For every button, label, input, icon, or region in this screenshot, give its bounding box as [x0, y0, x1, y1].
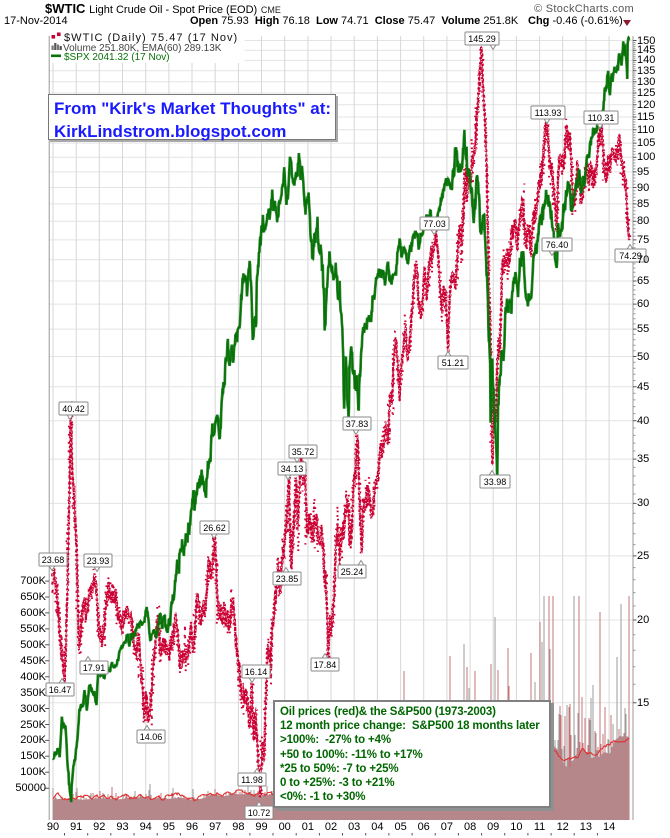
svg-text:33.98: 33.98 — [484, 477, 507, 487]
svg-text:145.29: 145.29 — [468, 34, 496, 44]
svg-text:14.06: 14.06 — [140, 732, 163, 742]
svg-text:51.21: 51.21 — [442, 358, 465, 368]
svg-text:77.03: 77.03 — [423, 219, 446, 229]
svg-text:25.24: 25.24 — [341, 567, 364, 577]
svg-text:74.29: 74.29 — [619, 251, 642, 261]
svg-text:37.83: 37.83 — [346, 419, 369, 429]
svg-text:26.62: 26.62 — [203, 523, 226, 533]
svg-text:34.13: 34.13 — [281, 464, 304, 474]
svg-text:11.98: 11.98 — [241, 775, 263, 785]
svg-text:23.85: 23.85 — [276, 574, 299, 584]
svg-text:113.93: 113.93 — [535, 108, 562, 118]
svg-text:17.84: 17.84 — [314, 660, 337, 670]
svg-text:110.31: 110.31 — [588, 113, 615, 123]
svg-text:16.47: 16.47 — [49, 685, 72, 695]
svg-text:76.40: 76.40 — [546, 240, 569, 250]
svg-text:23.68: 23.68 — [42, 555, 65, 565]
svg-text:16.14: 16.14 — [245, 667, 268, 677]
svg-text:10.72: 10.72 — [248, 808, 271, 818]
svg-text:23.93: 23.93 — [87, 556, 110, 566]
svg-text:17.91: 17.91 — [83, 663, 106, 673]
svg-text:40.42: 40.42 — [62, 404, 85, 414]
svg-text:35.72: 35.72 — [292, 447, 315, 457]
